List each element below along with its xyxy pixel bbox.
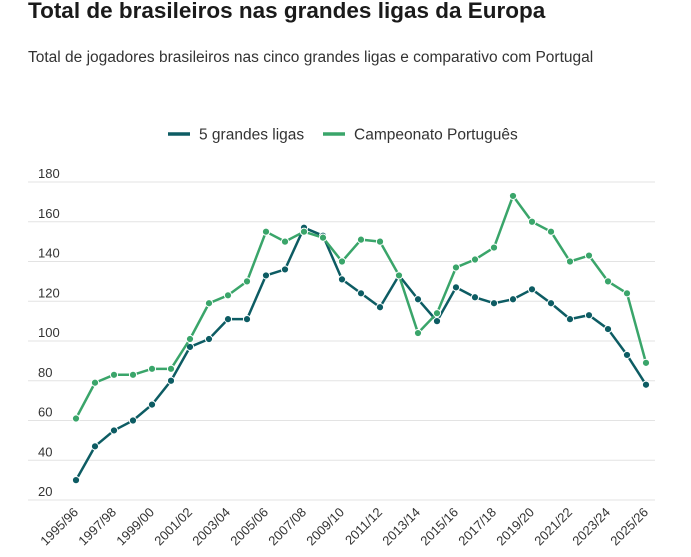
data-point-campeonato-portugues — [299, 227, 309, 236]
data-point-5-grandes-ligas — [109, 426, 119, 435]
data-point-campeonato-portugues — [185, 334, 195, 344]
x-tick-label: 1999/00 — [113, 505, 157, 549]
data-point-5-grandes-ligas — [261, 271, 271, 280]
x-tick-label: 1995/96 — [37, 505, 81, 549]
data-point-5-grandes-ligas — [489, 299, 499, 308]
data-point-5-grandes-ligas — [470, 293, 480, 302]
y-axis: 20 40 60 80 100 120 140 160 180 — [38, 166, 60, 499]
x-tick-label: 2023/24 — [569, 505, 613, 549]
series-campeonato-portugues — [71, 191, 651, 423]
data-point-5-grandes-ligas — [166, 376, 176, 385]
data-point-campeonato-portugues — [470, 255, 480, 264]
x-tick-label: 2003/04 — [189, 505, 233, 549]
data-point-5-grandes-ligas — [242, 315, 252, 324]
x-tick-label: 2011/12 — [342, 505, 385, 548]
x-tick-label: 2009/10 — [303, 505, 347, 549]
data-point-campeonato-portugues — [394, 271, 404, 280]
chart-subtitle: Total de jogadores brasileiros nas cinco… — [28, 49, 594, 66]
data-point-campeonato-portugues — [242, 277, 252, 286]
x-tick-label: 1997/98 — [75, 505, 119, 549]
y-tick-label: 140 — [38, 246, 60, 261]
data-point-5-grandes-ligas — [603, 324, 613, 334]
data-point-5-grandes-ligas — [432, 317, 442, 326]
data-point-5-grandes-ligas — [128, 416, 138, 425]
y-tick-label: 80 — [38, 365, 52, 380]
y-tick-label: 100 — [38, 325, 60, 340]
data-point-campeonato-portugues — [527, 217, 537, 226]
data-point-5-grandes-ligas — [527, 285, 537, 294]
data-point-5-grandes-ligas — [356, 289, 366, 298]
data-point-5-grandes-ligas — [508, 295, 518, 304]
data-point-campeonato-portugues — [546, 227, 556, 236]
data-point-5-grandes-ligas — [71, 476, 81, 485]
series-5-grandes-ligas — [71, 223, 651, 485]
data-point-campeonato-portugues — [318, 233, 328, 242]
x-tick-label: 2013/14 — [379, 505, 423, 549]
data-point-5-grandes-ligas — [622, 350, 632, 360]
x-tick-label: 2007/08 — [265, 505, 309, 549]
chart-title: Total de brasileiros nas grandes ligas d… — [28, 0, 546, 23]
y-tick-label: 120 — [38, 285, 60, 300]
x-tick-label: 2019/20 — [493, 505, 537, 549]
data-point-5-grandes-ligas — [565, 315, 575, 324]
data-point-campeonato-portugues — [622, 289, 632, 298]
data-point-5-grandes-ligas — [204, 334, 214, 344]
data-point-campeonato-portugues — [584, 251, 594, 260]
data-point-campeonato-portugues — [166, 364, 176, 373]
data-point-campeonato-portugues — [204, 299, 214, 308]
legend-label: 5 grandes ligas — [199, 127, 304, 144]
x-axis: 1995/961997/981999/002001/022003/042005/… — [37, 505, 651, 549]
data-point-campeonato-portugues — [603, 277, 613, 286]
series-group — [71, 191, 651, 485]
data-point-5-grandes-ligas — [641, 380, 651, 389]
x-tick-label: 2015/16 — [417, 505, 461, 549]
data-point-campeonato-portugues — [147, 364, 157, 373]
y-tick-label: 60 — [38, 405, 52, 420]
data-point-campeonato-portugues — [128, 370, 138, 379]
data-point-campeonato-portugues — [489, 243, 499, 252]
data-point-5-grandes-ligas — [223, 315, 233, 324]
x-tick-label: 2025/26 — [607, 505, 651, 549]
data-point-5-grandes-ligas — [546, 299, 556, 308]
data-point-campeonato-portugues — [109, 370, 119, 379]
series-line-campeonato-portugues — [74, 194, 648, 420]
data-point-5-grandes-ligas — [280, 265, 290, 274]
data-point-campeonato-portugues — [508, 191, 518, 201]
data-point-5-grandes-ligas — [584, 311, 594, 320]
y-tick-label: 40 — [38, 444, 52, 459]
data-point-5-grandes-ligas — [337, 275, 347, 284]
data-point-campeonato-portugues — [71, 414, 81, 423]
data-point-campeonato-portugues — [280, 237, 290, 246]
x-tick-label: 2001/02 — [151, 505, 195, 549]
data-point-campeonato-portugues — [223, 291, 233, 300]
data-point-campeonato-portugues — [451, 263, 461, 272]
data-point-5-grandes-ligas — [451, 283, 461, 292]
data-point-campeonato-portugues — [261, 227, 271, 236]
data-point-campeonato-portugues — [337, 257, 347, 266]
data-point-campeonato-portugues — [413, 328, 423, 338]
data-point-campeonato-portugues — [90, 378, 100, 387]
data-point-campeonato-portugues — [565, 257, 575, 266]
legend-item-campeonato-portugues: Campeonato Português — [323, 127, 518, 144]
x-tick-label: 2017/18 — [455, 505, 499, 549]
y-tick-label: 180 — [38, 166, 60, 181]
data-point-5-grandes-ligas — [147, 400, 157, 409]
data-point-campeonato-portugues — [356, 235, 366, 244]
y-tick-label: 160 — [38, 206, 60, 221]
legend: 5 grandes ligas Campeonato Português — [168, 127, 518, 144]
x-tick-label: 2005/06 — [227, 505, 271, 549]
y-tick-label: 20 — [38, 484, 52, 499]
data-point-5-grandes-ligas — [90, 442, 100, 451]
x-tick-label: 2021/22 — [531, 505, 575, 549]
data-point-5-grandes-ligas — [413, 295, 423, 304]
data-point-campeonato-portugues — [375, 237, 385, 246]
legend-item-5-grandes-ligas: 5 grandes ligas — [168, 127, 304, 144]
data-point-5-grandes-ligas — [375, 303, 385, 312]
data-point-campeonato-portugues — [432, 309, 442, 318]
legend-label: Campeonato Português — [354, 127, 518, 144]
data-point-campeonato-portugues — [641, 358, 651, 367]
grid-lines — [28, 181, 655, 501]
series-line-5-grandes-ligas — [74, 226, 648, 481]
